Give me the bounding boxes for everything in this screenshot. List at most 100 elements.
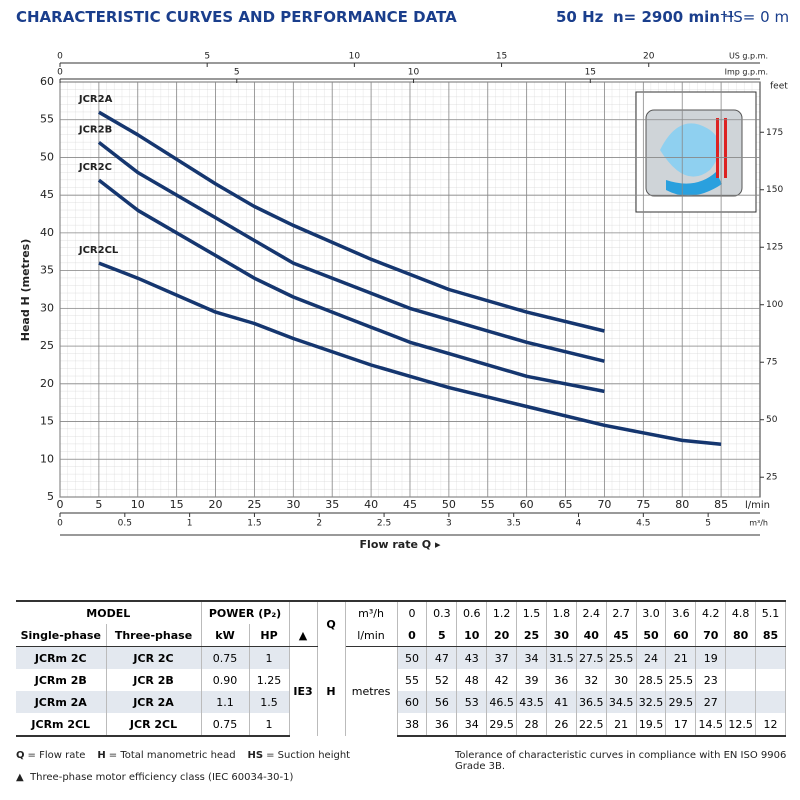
y-axis-title: Head H (metres) [19,239,32,342]
note-key: H [97,750,106,761]
model-cell: JCR 2C [106,646,202,669]
secondary-x-tick-label: 0.5 [118,519,132,529]
pump-illustration [635,91,757,213]
speed: n= 2900 min⁻¹ [613,8,735,26]
secondary-x-tick-label: 3 [446,519,452,529]
model-cell: JCRm 2CL [16,713,107,737]
head-value: 21 [606,713,637,737]
secondary-x-tick-label: 2 [316,519,322,529]
model-cell: JCR 2B [106,669,202,691]
suction: HS= 0 m [722,8,790,26]
head-value: 39 [516,669,547,691]
head-value: 43.5 [516,691,547,713]
power-cell: 1.25 [249,669,290,691]
x-tick-label: 20 [209,498,223,511]
head-value: 21 [665,646,697,669]
q-value: 1.8 [546,600,577,624]
x-tick-label: 70 [597,498,611,511]
x-tick-label: 25 [247,498,261,511]
header-cell: m³/h [345,600,398,624]
head-value: 22.5 [576,713,607,737]
curve-label: JCR2CL [78,245,119,256]
q-value: 10 [456,624,488,647]
head-value: 30 [606,669,637,691]
head-value: 32 [576,669,607,691]
q-value: 2.7 [606,600,637,624]
secondary-x-unit: m³/h [749,519,768,528]
head-value [755,646,786,669]
q-value: 0.6 [456,600,488,624]
head-value: 31.5 [546,646,577,669]
x-tick-label: 40 [364,498,378,511]
head-value: 23 [695,669,727,691]
y-tick-label: 30 [40,301,54,314]
head-value: 19 [695,646,727,669]
power-cell: 1 [249,713,290,737]
head-value: 53 [456,691,488,713]
secondary-x-unit: Imp g.p.m. [725,68,768,77]
head-value: 34 [516,646,547,669]
q-value: 25 [516,624,547,647]
q-value: 0 [397,624,428,647]
secondary-x-tick-label: 10 [408,68,420,78]
head-value: 55 [397,669,428,691]
header-cell: Q [317,600,346,647]
secondary-x-tick-label: 4.5 [636,519,650,529]
note-text: = Suction height [266,750,351,761]
secondary-x-tick-label: 3.5 [507,519,521,529]
q-value: 50 [636,624,667,647]
y2-tick-label: 75 [766,358,777,368]
tolerance-note: Tolerance of characteristic curves in co… [455,750,787,772]
head-value: 28.5 [636,669,667,691]
head-value: 29.5 [665,691,697,713]
secondary-x-unit: US g.p.m. [729,52,768,61]
table-row: JCRm 2CL JCR 2CL 0.75 1 38 36 34 29.5 28 26 22.5 21… [16,713,786,737]
y-tick-label: 60 [40,75,54,88]
power-cell: 0.90 [201,669,250,691]
header-cell: l/min [345,624,398,647]
header-cell: Three-phase [106,624,202,647]
q-value: 3.0 [636,600,667,624]
head-value: 36 [546,669,577,691]
power-cell: 0.75 [201,646,250,669]
head-value: 26 [546,713,577,737]
q-value: 2.4 [576,600,607,624]
y2-tick-label: 125 [766,243,783,253]
notes: Q = Flow rate H = Total manometric head HS = … [16,750,362,761]
header-cell [289,600,318,624]
secondary-x-tick-label: 10 [349,52,361,62]
note-key: HS [247,750,264,761]
curve [97,141,605,363]
q-value: 45 [606,624,637,647]
x-tick-label: 15 [170,498,184,511]
header-cell: metres [345,646,398,736]
efficiency-text: Three-phase motor efficiency class (IEC … [30,772,294,783]
curve-label: JCR2A [78,94,113,105]
secondary-x-tick-label: 20 [643,52,655,62]
q-value: 1.2 [486,600,518,624]
x-tick-label: 65 [559,498,573,511]
header-cell: MODEL [16,600,202,624]
y2-tick-label: 25 [766,473,777,483]
head-value: 12.5 [725,713,757,737]
y-tick-label: 55 [40,113,54,126]
y-tick-label: 10 [40,452,54,465]
symbol: ▲ [16,772,24,783]
head-value: 12 [755,713,786,737]
y2-tick-label: 150 [766,185,783,195]
head-value: 56 [426,691,458,713]
note-text: = Total manometric head [108,750,236,761]
header-cell: kW [201,624,250,647]
q-value: 85 [755,624,786,647]
y2-tick-label: 100 [766,300,783,310]
y-tick-label: 15 [40,415,54,428]
y2-tick-label: 50 [766,415,778,425]
q-value: 0 [397,600,428,624]
x-tick-label: 85 [714,498,728,511]
x-axis-title: Flow rate Q ▸ [360,538,441,551]
head-value: 25.5 [606,646,637,669]
x-tick-label: 50 [442,498,456,511]
